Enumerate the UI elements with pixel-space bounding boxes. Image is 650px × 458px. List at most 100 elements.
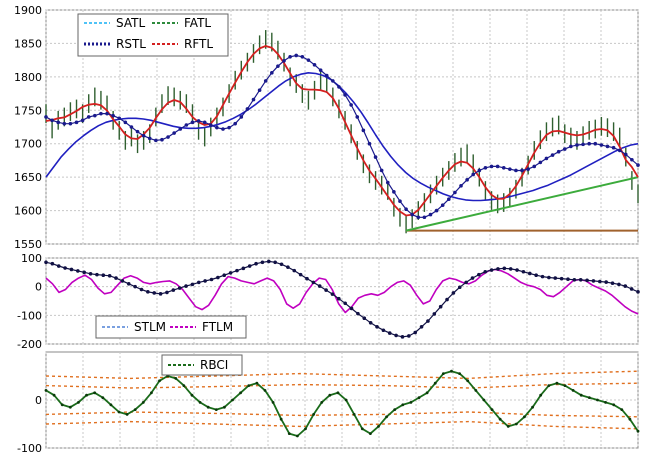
rstl-point <box>300 55 305 59</box>
stlm-point <box>337 296 341 301</box>
rstl-point <box>575 143 579 147</box>
stlm-point <box>585 278 589 283</box>
stlm-point <box>279 262 284 267</box>
rstl-point <box>477 168 482 173</box>
rbci-panel: 0 -100 RBCI <box>17 351 640 455</box>
stlm-point <box>190 282 195 287</box>
stlm-point <box>343 301 347 306</box>
stlm-point <box>547 275 551 280</box>
y-tick-label: 1700 <box>14 138 42 151</box>
rstl-point <box>196 119 201 123</box>
stlm-point <box>126 282 131 286</box>
rbci-point <box>409 401 413 404</box>
rstl-point <box>489 164 494 169</box>
stlm-point <box>171 288 176 292</box>
rbci-point <box>68 405 72 409</box>
stlm-point <box>305 276 309 281</box>
rstl-point <box>208 123 213 127</box>
rstl-point <box>617 148 622 153</box>
rbci-point <box>182 384 186 387</box>
legend-ftlm-label: FTLM <box>202 320 233 334</box>
stlm-point <box>177 286 182 290</box>
rbci-point <box>295 434 299 438</box>
rstl-point <box>318 68 323 72</box>
price-panel-legend: SATL FATL RSTL RFTL <box>77 13 229 57</box>
stlm-point <box>477 272 481 277</box>
rbci-point <box>506 425 510 428</box>
rbci-point <box>77 401 80 404</box>
rstl-point <box>68 121 73 126</box>
rstl-point <box>538 160 543 165</box>
y-tick-label: 1550 <box>14 238 42 251</box>
stlm-ftlm-panel-y-ticks: 100 0 -100 -200 <box>17 252 42 351</box>
rstl-point <box>233 121 237 126</box>
y-tick-label: 100 <box>21 252 42 265</box>
rbci-line <box>45 370 639 437</box>
y-tick-label: 1800 <box>14 71 42 84</box>
stlm-point <box>286 265 290 269</box>
stlm-point <box>95 272 99 277</box>
stlm-point <box>483 269 488 274</box>
rstl-point <box>471 172 476 177</box>
stlm-point <box>260 260 265 265</box>
rstl-point <box>263 79 268 83</box>
rbci-point <box>52 393 56 397</box>
rstl-point <box>337 85 341 89</box>
rbci-legend: RBCI <box>161 354 243 376</box>
rstl-point <box>276 64 280 68</box>
stlm-point <box>101 273 106 278</box>
stlm-point <box>133 284 137 289</box>
rbci-point <box>482 398 486 402</box>
stlm-point <box>521 269 526 274</box>
stlm-point <box>508 267 513 271</box>
rbci-point <box>539 393 543 397</box>
rbci-point <box>336 391 340 395</box>
legend-rftl-label: RFTL <box>184 37 213 51</box>
rstl-point <box>282 59 286 63</box>
rbci-point <box>385 415 389 419</box>
rstl-point <box>147 136 152 141</box>
y-tick-label: -100 <box>17 442 42 455</box>
rbci-point <box>328 393 332 397</box>
rbci-point <box>158 379 161 383</box>
rstl-point <box>62 121 67 126</box>
legend-rbci-label: RBCI <box>200 358 228 372</box>
rbci-point <box>239 391 243 395</box>
rbci-point <box>279 417 283 421</box>
rstl-point <box>416 215 421 220</box>
rbci-point <box>190 393 194 397</box>
rbci-point <box>93 391 97 395</box>
rbci-point <box>85 393 88 397</box>
rstl-point <box>398 199 402 204</box>
rstl-point <box>514 168 518 173</box>
rstl-point <box>630 157 634 162</box>
stlm-point <box>222 273 227 278</box>
y-tick-label: 0 <box>35 394 42 407</box>
rbci-point <box>523 415 526 419</box>
stlm-point <box>216 275 220 280</box>
stlm-point <box>228 271 233 275</box>
rbci-point <box>312 413 316 416</box>
rstl-point <box>111 113 115 118</box>
rbci-band-line <box>45 370 639 380</box>
rbci-point <box>320 401 324 404</box>
stlm-point <box>362 316 367 321</box>
stlm-point <box>432 312 437 316</box>
rbci-point <box>263 389 267 392</box>
rstl-point <box>361 128 366 133</box>
stlm-point <box>44 260 48 265</box>
rbci-point <box>417 396 421 399</box>
rstl-point <box>483 165 488 170</box>
legend-rstl-label: RSTL <box>116 37 146 51</box>
rstl-point <box>312 63 317 67</box>
stlm-point <box>266 259 271 264</box>
rbci-point <box>587 396 591 399</box>
rbci-point <box>450 369 453 373</box>
stlm-point <box>572 277 577 282</box>
stlm-point <box>196 280 201 285</box>
rstl-point <box>306 58 311 62</box>
y-tick-label: 0 <box>35 281 42 294</box>
rbci-point <box>271 401 275 404</box>
y-tick-label: 1900 <box>14 4 42 17</box>
rbci-point <box>571 389 575 392</box>
